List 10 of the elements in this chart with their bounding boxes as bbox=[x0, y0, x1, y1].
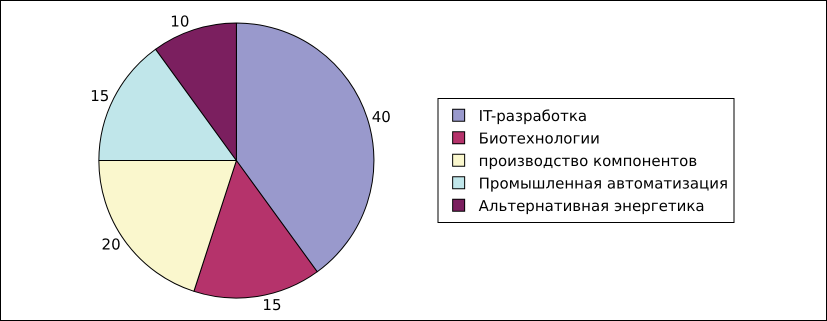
data-label: 10 bbox=[170, 12, 190, 31]
data-label: 15 bbox=[90, 87, 110, 106]
legend-label: Альтернативная энергетика bbox=[478, 197, 705, 216]
data-label: 40 bbox=[372, 108, 391, 126]
legend-label: Промышленная автоматизация bbox=[478, 174, 728, 193]
data-label: 20 bbox=[102, 235, 121, 254]
legend-label: IT-разработка bbox=[478, 107, 588, 126]
data-label: 15 bbox=[262, 296, 282, 314]
legend-label: производство компонентов bbox=[478, 152, 698, 170]
legend-label: Биотехнологии bbox=[478, 130, 600, 148]
